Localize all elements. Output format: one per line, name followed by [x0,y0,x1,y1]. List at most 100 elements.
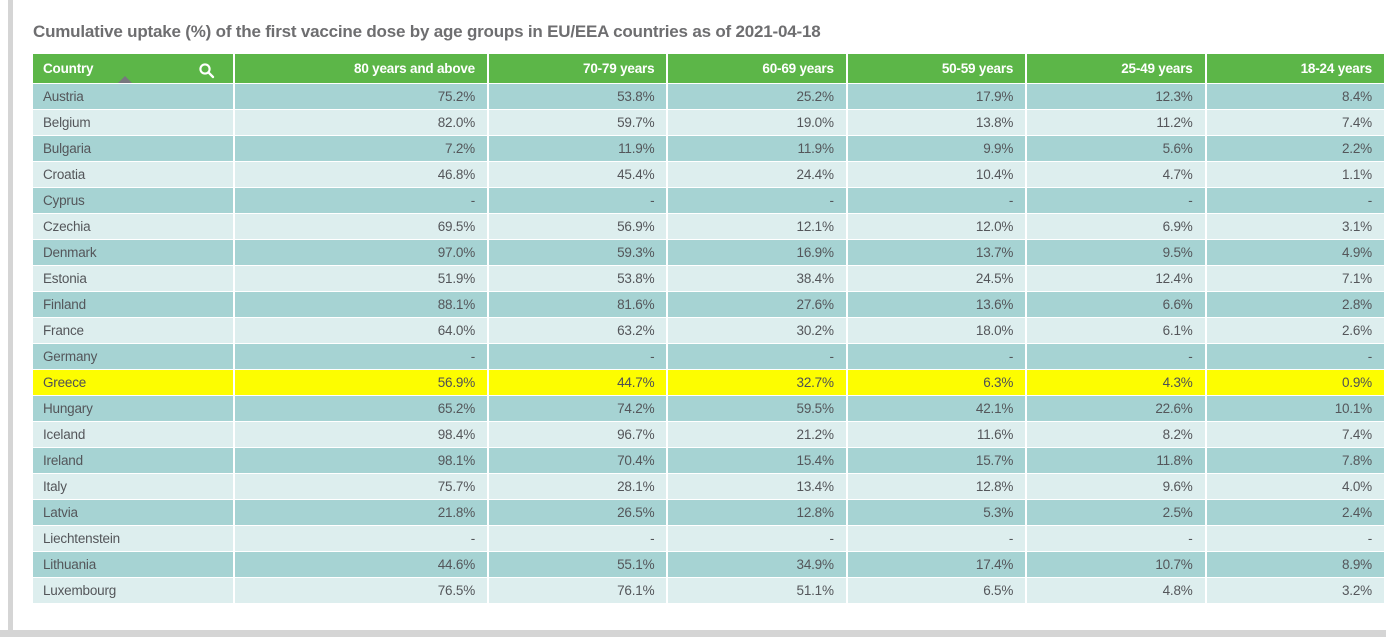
value-cell: 82.0% [235,110,487,135]
value-cell: 24.4% [668,162,846,187]
value-cell: 8.4% [1206,84,1384,109]
table-row[interactable]: Austria 75.2% 53.8% 25.2% 17.9% 12.3% 8.4% [33,84,1384,109]
value-cell: 44.7% [489,370,667,395]
value-cell: 4.7% [1027,162,1205,187]
value-cell: 6.3% [847,370,1026,395]
value-cell: 7.4% [1206,422,1384,447]
table-row[interactable]: Finland 88.1% 81.6% 27.6% 13.6% 6.6% 2.8% [33,292,1384,317]
window-left-border [8,0,13,637]
table-row[interactable]: Belgium 82.0% 59.7% 19.0% 13.8% 11.2% 7.4% [33,110,1384,135]
value-cell: 76.5% [235,578,487,603]
value-cell: 5.3% [847,500,1026,525]
value-cell: - [847,344,1026,369]
table-row[interactable]: Latvia 21.8% 26.5% 12.8% 5.3% 2.5% 2.4% [33,500,1384,525]
value-cell: 75.7% [235,474,487,499]
value-cell: 15.4% [668,448,846,473]
sort-ascending-icon [117,76,133,83]
value-cell: 7.1% [1206,266,1384,291]
column-header-80-years-and-above[interactable]: 80 years and above [235,54,487,83]
column-header-18-24-years[interactable]: 18-24 years [1206,54,1384,83]
table-row[interactable]: Luxembourg 76.5% 76.1% 51.1% 6.5% 4.8% 3.2% [33,578,1384,603]
table-row[interactable]: Denmark 97.0% 59.3% 16.9% 13.7% 9.5% 4.9% [33,240,1384,265]
value-cell: 56.9% [235,370,487,395]
value-cell: - [1027,526,1205,551]
table-row[interactable]: Iceland 98.4% 96.7% 21.2% 11.6% 8.2% 7.4% [33,422,1384,447]
value-cell: - [489,526,667,551]
value-cell: 59.3% [489,240,667,265]
column-header-25-49-years[interactable]: 25-49 years [1027,54,1205,83]
country-cell: Italy [33,474,233,499]
column-header-country[interactable]: Country [33,54,233,83]
value-cell: 5.6% [1027,136,1205,161]
country-cell: Ireland [33,448,233,473]
table-row[interactable]: Croatia 46.8% 45.4% 24.4% 10.4% 4.7% 1.1% [33,162,1384,187]
value-cell: 75.2% [235,84,487,109]
main-content: Cumulative uptake (%) of the first vacci… [33,0,1384,604]
value-cell: - [1027,188,1205,213]
value-cell: 13.8% [847,110,1026,135]
table-row-highlighted[interactable]: Greece 56.9% 44.7% 32.7% 6.3% 4.3% 0.9% [33,370,1384,395]
country-cell: Bulgaria [33,136,233,161]
value-cell: 12.0% [847,214,1026,239]
value-cell: 10.4% [847,162,1026,187]
column-header-60-69-years[interactable]: 60-69 years [668,54,846,83]
value-cell: 56.9% [489,214,667,239]
value-cell: 81.6% [489,292,667,317]
value-cell: 98.1% [235,448,487,473]
country-cell: Cyprus [33,188,233,213]
country-cell: Denmark [33,240,233,265]
country-cell: Luxembourg [33,578,233,603]
value-cell: 2.8% [1206,292,1384,317]
column-header-70-79-years[interactable]: 70-79 years [489,54,667,83]
value-cell: 12.8% [668,500,846,525]
table-row[interactable]: Estonia 51.9% 53.8% 38.4% 24.5% 12.4% 7.1% [33,266,1384,291]
value-cell: 53.8% [489,266,667,291]
value-cell: - [847,188,1026,213]
value-cell: 4.0% [1206,474,1384,499]
value-cell: - [235,344,487,369]
value-cell: 34.9% [668,552,846,577]
table-row[interactable]: Cyprus - - - - - - [33,188,1384,213]
country-cell: Finland [33,292,233,317]
value-cell: 8.9% [1206,552,1384,577]
table-row[interactable]: Liechtenstein - - - - - - [33,526,1384,551]
value-cell: - [489,188,667,213]
value-cell: 16.9% [668,240,846,265]
value-cell: 88.1% [235,292,487,317]
value-cell: 18.0% [847,318,1026,343]
value-cell: 32.7% [668,370,846,395]
value-cell: - [1206,344,1384,369]
value-cell: 4.3% [1027,370,1205,395]
table-row[interactable]: Italy 75.7% 28.1% 13.4% 12.8% 9.6% 4.0% [33,474,1384,499]
country-cell: Iceland [33,422,233,447]
value-cell: 38.4% [668,266,846,291]
value-cell: 11.6% [847,422,1026,447]
table-row[interactable]: Ireland 98.1% 70.4% 15.4% 15.7% 11.8% 7.8% [33,448,1384,473]
table-row[interactable]: Germany - - - - - - [33,344,1384,369]
search-icon[interactable] [198,60,215,79]
vaccine-uptake-table: Country 80 years and above 70-79 years 6… [33,54,1384,603]
country-cell: France [33,318,233,343]
value-cell: 2.5% [1027,500,1205,525]
value-cell: 44.6% [235,552,487,577]
magnifier-glyph [199,63,215,79]
value-cell: - [1206,188,1384,213]
value-cell: 4.8% [1027,578,1205,603]
value-cell: - [235,188,487,213]
table-row[interactable]: Czechia 69.5% 56.9% 12.1% 12.0% 6.9% 3.1% [33,214,1384,239]
country-cell: Greece [33,370,233,395]
value-cell: 28.1% [489,474,667,499]
table-row[interactable]: France 64.0% 63.2% 30.2% 18.0% 6.1% 2.6% [33,318,1384,343]
table-row[interactable]: Bulgaria 7.2% 11.9% 11.9% 9.9% 5.6% 2.2% [33,136,1384,161]
table-row[interactable]: Hungary 65.2% 74.2% 59.5% 42.1% 22.6% 10.1% [33,396,1384,421]
column-header-50-59-years[interactable]: 50-59 years [847,54,1026,83]
value-cell: 26.5% [489,500,667,525]
country-cell: Estonia [33,266,233,291]
value-cell: 59.5% [668,396,846,421]
value-cell: - [1027,344,1205,369]
value-cell: 51.1% [668,578,846,603]
value-cell: 2.4% [1206,500,1384,525]
value-cell: 17.9% [847,84,1026,109]
value-cell: 11.9% [489,136,667,161]
table-row[interactable]: Lithuania 44.6% 55.1% 34.9% 17.4% 10.7% 8.9% [33,552,1384,577]
